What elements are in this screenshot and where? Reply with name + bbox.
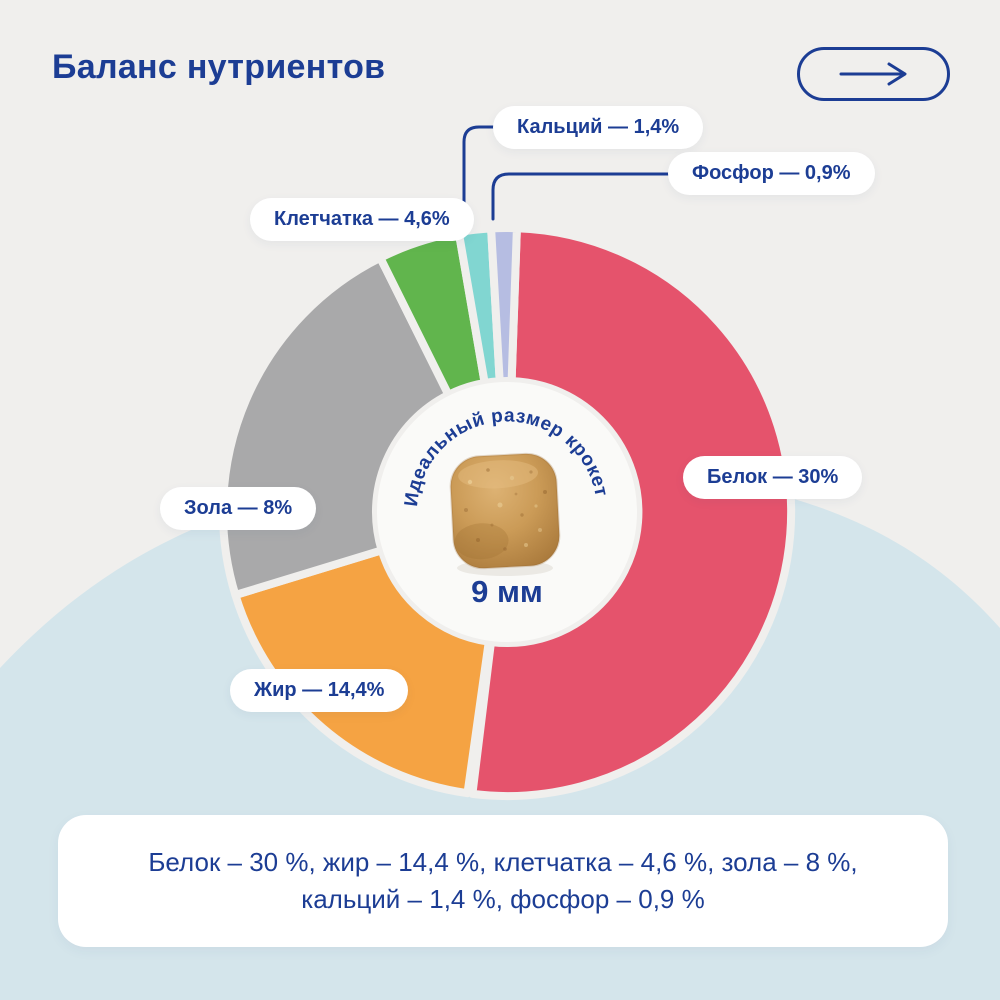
page-title: Баланс нутриентов	[52, 48, 386, 86]
label-fiber: Клетчатка — 4,6%	[250, 198, 474, 241]
label-ash: Зола — 8%	[160, 487, 317, 530]
label-ash-text: Зола — 8%	[184, 497, 293, 519]
label-protein-text: Белок — 30%	[707, 466, 839, 488]
phosphorus-callout-line	[491, 172, 674, 221]
label-fat: Жир — 14,4%	[230, 669, 409, 712]
kibble-image	[449, 452, 561, 576]
kibble-size-value: 9 мм	[471, 574, 543, 609]
label-calcium-text: Кальций — 1,4%	[517, 116, 680, 138]
label-fiber-text: Клетчатка — 4,6%	[274, 208, 450, 230]
calcium-callout-line	[462, 125, 502, 221]
donut-segment-Фосфор	[487, 224, 521, 386]
summary-line-2: кальций – 1,4 %, фосфор – 0,9 %	[301, 884, 705, 914]
label-protein: Белок — 30%	[683, 456, 863, 499]
kibble-texture	[464, 468, 547, 551]
summary-card: Белок – 30 %, жир – 14,4 %, клетчатка – …	[58, 815, 948, 947]
label-phosphorus-text: Фосфор — 0,9%	[692, 162, 851, 184]
label-fat-text: Жир — 14,4%	[254, 679, 385, 701]
label-phosphorus: Фосфор — 0,9%	[668, 152, 875, 195]
label-calcium: Кальций — 1,4%	[493, 106, 704, 149]
next-button[interactable]	[797, 47, 950, 101]
donut-segment-Белок	[468, 224, 796, 800]
arrow-right-icon	[839, 62, 906, 86]
summary-line-1: Белок – 30 %, жир – 14,4 %, клетчатка – …	[148, 847, 858, 877]
